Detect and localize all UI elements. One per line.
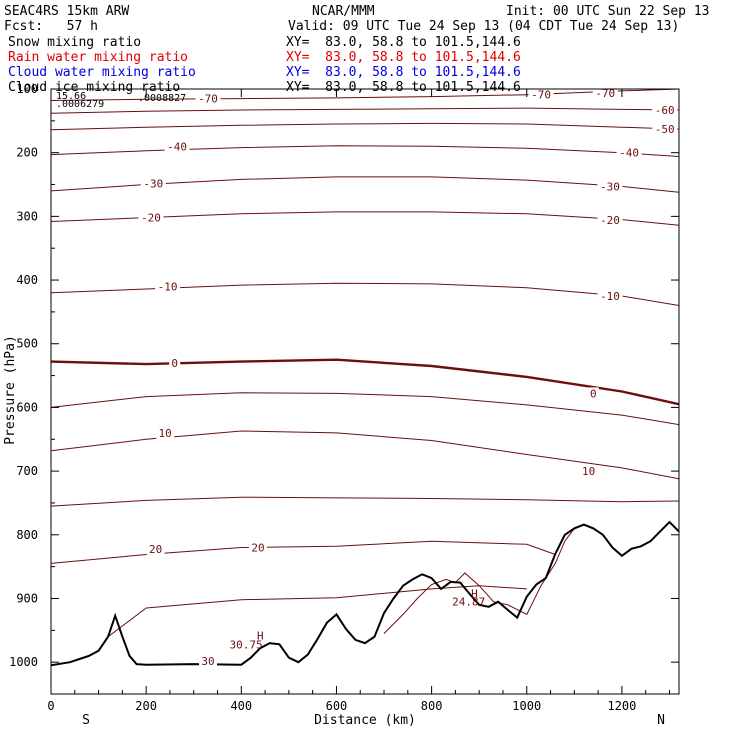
- x-tick-label: 1200: [607, 699, 636, 713]
- x-tick-label: 200: [135, 699, 157, 713]
- isotherm-label-bg: [652, 104, 678, 117]
- isotherm-label-bg: [579, 465, 598, 478]
- isotherm-label-bg: [592, 89, 618, 99]
- isotherm-label: -10: [158, 280, 178, 293]
- isotherm-minus-50: [51, 122, 679, 131]
- isotherm-label: -30: [600, 180, 620, 193]
- center-label: NCAR/MMM: [312, 4, 375, 19]
- isotherm-label: 10: [582, 465, 595, 478]
- field-cloud-water-xy: XY= 83.0, 58.8 to 101.5,144.6: [286, 65, 521, 80]
- isotherm-15: [51, 496, 679, 507]
- y-tick-label: 500: [16, 337, 38, 351]
- isotherm-5: [51, 392, 679, 426]
- isotherm-label: 0: [171, 357, 178, 370]
- max-label: H: [257, 629, 264, 642]
- y-tick-label: 900: [16, 591, 38, 605]
- isotherm-minus-40: [51, 145, 679, 157]
- isotherm-label: -70: [531, 89, 551, 102]
- field-rain-name: Rain water mixing ratio: [8, 50, 189, 65]
- isotherm-label: -40: [619, 147, 639, 160]
- isotherm-label: -70: [595, 87, 615, 100]
- model-title: SEAC4RS 15km ARW: [4, 4, 130, 19]
- x-axis-label: Distance (km): [314, 713, 416, 728]
- plot-frame: [50, 88, 680, 695]
- valid-time: Valid: 09 UTC Tue 24 Sep 13 (04 CDT Tue …: [288, 19, 680, 34]
- field-cloud-water-name: Cloud water mixing ratio: [8, 65, 196, 80]
- field-cloud-ice-xy: XY= 83.0, 58.8 to 101.5,144.6: [286, 80, 521, 95]
- isotherm-label: -30: [143, 177, 163, 190]
- isotherm-label-bg: [597, 180, 623, 193]
- field-snow-xy: XY= 83.0, 58.8 to 101.5,144.6: [286, 35, 521, 50]
- x-tick-label: 0: [47, 699, 54, 713]
- y-tick-label: 700: [16, 464, 38, 478]
- isotherm-minus-60: [51, 107, 679, 114]
- isotherm-label-bg: [248, 541, 267, 554]
- isotherm-label-bg: [138, 211, 164, 224]
- isotherm-label: -50: [655, 123, 675, 136]
- max-label: H: [471, 587, 478, 600]
- isotherm-label-bg: [140, 177, 166, 190]
- isotherm-label: 0: [590, 387, 597, 400]
- x-tick-label: 400: [230, 699, 252, 713]
- y-tick-label: 200: [16, 146, 38, 160]
- y-tick-label: 800: [16, 528, 38, 542]
- isotherm-0: [51, 358, 679, 406]
- y-tick-label: 1000: [9, 655, 38, 669]
- x-end-left-label: S: [82, 713, 90, 728]
- y-tick-label: 300: [16, 209, 38, 223]
- isotherm-label-bg: [652, 123, 678, 136]
- isotherm-label-bg: [195, 92, 221, 105]
- isotherm-label-bg: [597, 214, 623, 227]
- isotherm-label: 30: [201, 655, 214, 668]
- y-tick-label: 100: [16, 82, 38, 96]
- isotherm-minus-10: [51, 282, 679, 306]
- x-tick-label: 600: [326, 699, 348, 713]
- isotherm-label-bg: [199, 654, 217, 667]
- isotherm-label: 20: [149, 543, 162, 556]
- field-cloud-ice-name: Cloud ice mixing ratio: [8, 80, 181, 95]
- max-label: 30.75: [229, 638, 262, 651]
- field-rain-xy: XY= 83.0, 58.8 to 101.5,144.6: [286, 50, 521, 65]
- y-tick-label: 600: [16, 400, 38, 414]
- field-snow-name: Snow mixing ratio: [8, 35, 142, 50]
- isotherm-20: [51, 540, 556, 564]
- forecast-hour: Fcst: 57 h: [4, 19, 98, 34]
- corner-value: 15.66: [56, 91, 86, 102]
- x-tick-label: 800: [421, 699, 443, 713]
- x-end-right-label: N: [657, 713, 665, 728]
- x-tick-label: 1000: [512, 699, 541, 713]
- corner-value: .0006279: [56, 99, 104, 110]
- isotherm-label-bg: [146, 542, 165, 555]
- isotherm-label: 10: [159, 427, 172, 440]
- y-tick-label: 400: [16, 273, 38, 287]
- rain-water-contour: [383, 528, 575, 634]
- max-label: 24.87: [452, 596, 485, 609]
- isotherm-label-bg: [169, 356, 181, 369]
- isotherm-label-bg: [616, 146, 642, 159]
- y-axis-label: Pressure (hPa): [3, 335, 18, 445]
- isotherm-label-bg: [155, 280, 181, 293]
- isotherm-label: -20: [141, 212, 161, 225]
- isotherm-label: -10: [600, 290, 620, 303]
- corner-value: .0008827: [138, 93, 186, 104]
- isotherm-label-bg: [587, 387, 599, 400]
- isotherm-label: -60: [655, 104, 675, 117]
- isotherm-label: -40: [167, 140, 187, 153]
- isotherm-label: -20: [600, 214, 620, 227]
- init-time: Init: 00 UTC Sun 22 Sep 13: [506, 4, 710, 19]
- isotherm-label-bg: [597, 289, 623, 302]
- isotherm-label-bg: [528, 89, 554, 101]
- terrain-line: [51, 520, 679, 667]
- isotherm-label-bg: [164, 140, 190, 153]
- isotherm-label: -70: [198, 93, 218, 106]
- isotherm-label-bg: [156, 426, 175, 439]
- isotherm-25: [107, 585, 527, 638]
- isotherm-label: 20: [251, 542, 264, 555]
